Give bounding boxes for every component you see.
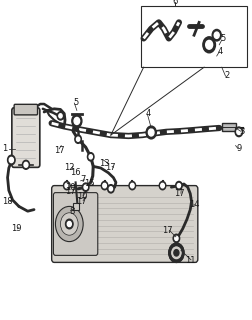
FancyBboxPatch shape <box>53 193 98 255</box>
Text: 11: 11 <box>185 256 196 265</box>
Text: 10: 10 <box>77 192 87 201</box>
Circle shape <box>65 183 69 188</box>
Circle shape <box>212 29 221 41</box>
Circle shape <box>203 37 215 53</box>
Text: 5: 5 <box>73 98 78 107</box>
Circle shape <box>129 181 136 190</box>
Text: 4: 4 <box>146 109 151 118</box>
Circle shape <box>55 206 83 242</box>
Circle shape <box>177 183 180 188</box>
Circle shape <box>101 181 108 190</box>
Circle shape <box>159 181 166 190</box>
Text: 10: 10 <box>65 183 76 192</box>
Circle shape <box>169 243 184 262</box>
Text: 17: 17 <box>174 189 184 198</box>
Circle shape <box>77 137 80 141</box>
Text: 15: 15 <box>84 180 95 188</box>
Text: 7: 7 <box>80 175 86 184</box>
Text: 18: 18 <box>2 197 13 206</box>
Text: 16: 16 <box>70 168 81 177</box>
Circle shape <box>75 135 81 143</box>
Text: 17: 17 <box>65 188 76 196</box>
Circle shape <box>131 183 134 188</box>
Circle shape <box>214 32 219 38</box>
Circle shape <box>109 187 112 191</box>
Text: 9: 9 <box>237 144 242 153</box>
Circle shape <box>9 157 13 163</box>
Circle shape <box>146 126 156 139</box>
Circle shape <box>169 243 184 262</box>
FancyBboxPatch shape <box>52 186 198 262</box>
Circle shape <box>175 236 178 241</box>
Circle shape <box>72 115 82 127</box>
Circle shape <box>60 213 78 235</box>
Circle shape <box>148 129 154 136</box>
Text: 14: 14 <box>189 200 199 209</box>
Circle shape <box>67 221 71 227</box>
Circle shape <box>237 129 241 134</box>
Circle shape <box>235 127 243 137</box>
Text: 17: 17 <box>77 197 87 206</box>
Circle shape <box>103 183 106 188</box>
Bar <box>222 123 236 131</box>
Circle shape <box>173 234 180 243</box>
Text: 8: 8 <box>69 207 75 216</box>
Bar <box>141 6 247 67</box>
Text: 19: 19 <box>11 224 22 233</box>
Circle shape <box>8 155 15 165</box>
Circle shape <box>64 181 70 190</box>
Text: 3: 3 <box>239 127 245 136</box>
FancyBboxPatch shape <box>12 108 40 167</box>
Circle shape <box>174 250 179 256</box>
Circle shape <box>172 247 181 259</box>
Text: 5: 5 <box>220 34 226 43</box>
Circle shape <box>24 162 28 167</box>
Circle shape <box>161 183 164 188</box>
Text: 6: 6 <box>172 0 178 6</box>
Circle shape <box>22 160 29 169</box>
Circle shape <box>84 185 87 189</box>
Text: 17: 17 <box>106 164 116 172</box>
Circle shape <box>82 183 89 191</box>
Circle shape <box>176 181 182 190</box>
Circle shape <box>57 112 64 120</box>
Circle shape <box>59 114 62 118</box>
Circle shape <box>172 248 180 258</box>
Text: 13: 13 <box>99 159 110 168</box>
Text: 2: 2 <box>224 71 229 80</box>
Circle shape <box>74 117 80 124</box>
FancyBboxPatch shape <box>14 104 38 115</box>
Text: 4: 4 <box>218 47 223 56</box>
Circle shape <box>108 185 114 193</box>
Bar <box>73 203 79 210</box>
Text: 17: 17 <box>54 146 65 155</box>
Circle shape <box>87 153 94 161</box>
Text: 12: 12 <box>64 164 75 172</box>
Circle shape <box>206 40 213 49</box>
Circle shape <box>89 155 92 159</box>
Text: 17: 17 <box>162 226 173 235</box>
Text: 1: 1 <box>3 144 8 153</box>
Circle shape <box>66 219 73 229</box>
